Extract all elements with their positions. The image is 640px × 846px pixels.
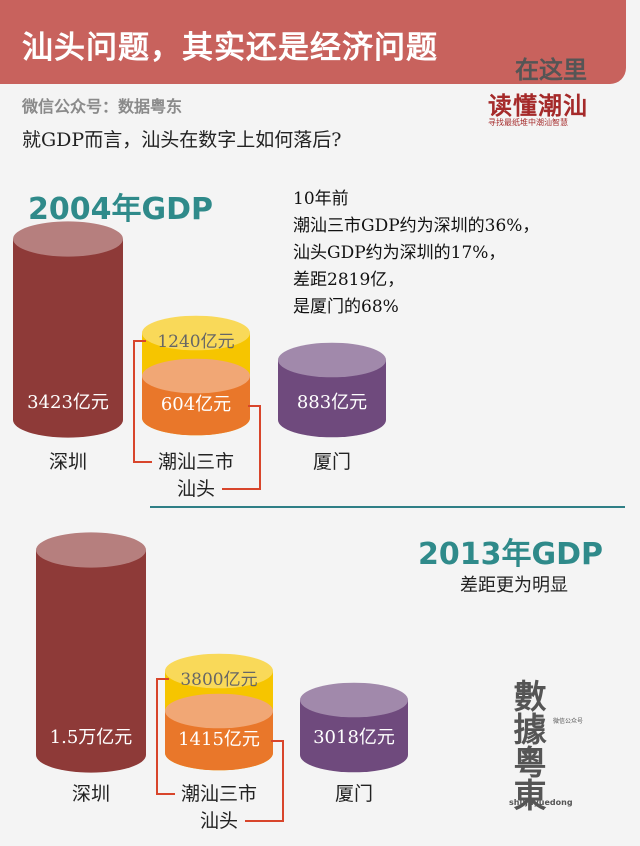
- chart-2004-cat-xiamen: 厦门: [313, 451, 351, 473]
- note-line: 差距2819亿，: [293, 270, 405, 290]
- logo-mark: 數據粵東: [513, 677, 547, 815]
- chart-2013-bracket-shantou: [245, 740, 284, 822]
- chart-2013-chaoshan-top: [165, 653, 273, 689]
- chart-2004-shenzhen-body: [13, 238, 123, 438]
- chart-2013-shantou-top: [165, 693, 273, 729]
- chart-2004-shenzhen-label: 3423亿元: [27, 392, 109, 413]
- chart-2004-bracket-chaoshan: [133, 340, 152, 463]
- notes-2004: 10年前 潮汕三市GDP约为深圳的36%， 汕头GDP约为深圳的17%， 差距2…: [293, 186, 539, 321]
- chart-2004-chaoshan-top: [142, 315, 250, 351]
- wechat-account: 微信公众号：数据粤东: [22, 97, 183, 116]
- section-title-2004: 2004年GDP: [28, 192, 214, 227]
- chart-2013-cat-xiamen: 厦门: [335, 783, 373, 805]
- brand-line-1: 在这里: [515, 55, 587, 84]
- chart-2004-cat-shantou: 汕头: [177, 478, 215, 500]
- note-line: 汕头GDP约为深圳的17%，: [293, 243, 506, 263]
- chart-2004-shenzhen-top: [13, 221, 123, 257]
- chart-2004-xiamen-label: 883亿元: [297, 392, 367, 413]
- chart-2004-xiamen-body: [278, 360, 386, 438]
- chart-2013-bracket-chaoshan: [156, 678, 175, 795]
- chart-2004-xiamen-top: [278, 342, 386, 378]
- chart-2013-shenzhen-label: 1.5万亿元: [50, 727, 133, 748]
- chart-2013-xiamen-body: [300, 700, 408, 773]
- chart-2004-chaoshan-label: 1240亿元: [157, 332, 234, 352]
- chart-2013-shenzhen-top: [36, 532, 146, 568]
- chart-2004-cat-shenzhen: 深圳: [49, 451, 87, 473]
- chart-2013-shenzhen-body: [36, 550, 146, 773]
- chart-2004-bracket-shantou: [222, 405, 261, 490]
- chart-2013-cat-shantou: 汕头: [200, 810, 238, 832]
- logo-shujuyuedong: 數據粵東 微信公众号 shujuyuedong: [505, 677, 595, 815]
- section-divider: [150, 506, 625, 508]
- note-line: 10年前: [293, 189, 349, 209]
- question-text: 就GDP而言，汕头在数字上如何落后?: [22, 129, 342, 151]
- section-subtitle-2013: 差距更为明显: [460, 575, 568, 596]
- note-line: 潮汕三市GDP约为深圳的36%，: [293, 216, 540, 236]
- chart-2004-cat-chaoshan: 潮汕三市: [158, 451, 234, 473]
- chart-2013-chaoshan-label: 3800亿元: [180, 670, 257, 690]
- page-title: 汕头问题，其实还是经济问题: [22, 30, 438, 66]
- section-title-2013: 2013年GDP: [418, 537, 604, 572]
- header-banner: 汕头问题，其实还是经济问题: [0, 0, 626, 84]
- chart-2004-shantou-label: 604亿元: [161, 394, 231, 415]
- chart-2013-xiamen-top: [300, 682, 408, 718]
- logo-foot-text: shujuyuedong: [509, 798, 573, 807]
- brand-tagline: 寻找最纸堆中潮汕智慧: [488, 118, 568, 127]
- chart-2013-xiamen-label: 3018亿元: [313, 727, 395, 748]
- chart-2004-shantou-top: [142, 358, 250, 394]
- chart-2013-cat-shenzhen: 深圳: [72, 783, 110, 805]
- logo-small-text: 微信公众号: [553, 718, 584, 725]
- brand-line-2: 读懂潮汕: [488, 91, 588, 120]
- chart-2013-cat-chaoshan: 潮汕三市: [181, 783, 257, 805]
- note-line: 是厦门的68%: [293, 297, 399, 317]
- chart-2013-shantou-label: 1415亿元: [178, 729, 260, 750]
